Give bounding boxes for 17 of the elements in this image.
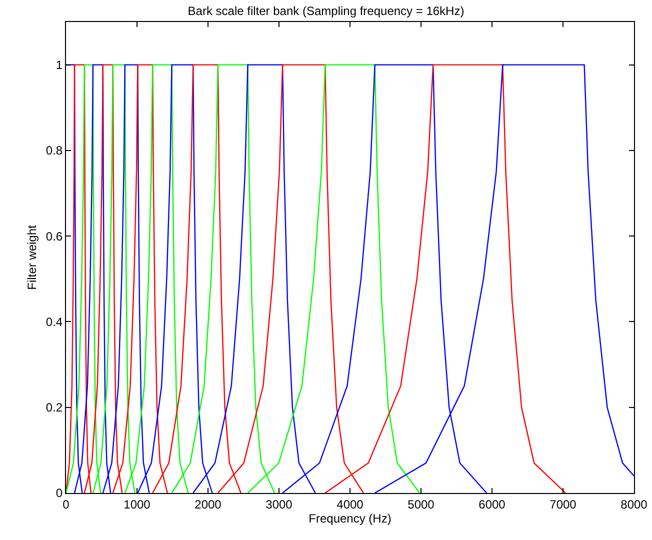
x-tick-label: 5000 <box>408 497 435 512</box>
y-tick-label: 0.8 <box>46 144 63 158</box>
x-tick-label: 8000 <box>620 497 648 512</box>
x-tick-label: 7000 <box>550 497 577 512</box>
y-tick-label: 0.2 <box>46 400 63 415</box>
x-tick-label: 2000 <box>194 497 222 512</box>
chart-title: Bark scale filter bank (Sampling frequency = 16kHz) <box>188 4 464 18</box>
x-tick-label: 1000 <box>124 497 151 512</box>
y-tick-label: 0 <box>56 486 63 500</box>
x-tick-label: 6000 <box>478 497 506 512</box>
x-tick-label: 4000 <box>336 497 364 512</box>
y-tick-label: 0.6 <box>46 229 63 244</box>
y-tick-label: 1 <box>56 58 63 72</box>
x-axis-title: Frequency (Hz) <box>308 511 392 526</box>
y-axis-title: Filter weight <box>25 224 40 290</box>
x-tick-label: 3000 <box>266 497 293 512</box>
y-tick-label: 0.4 <box>46 314 63 329</box>
